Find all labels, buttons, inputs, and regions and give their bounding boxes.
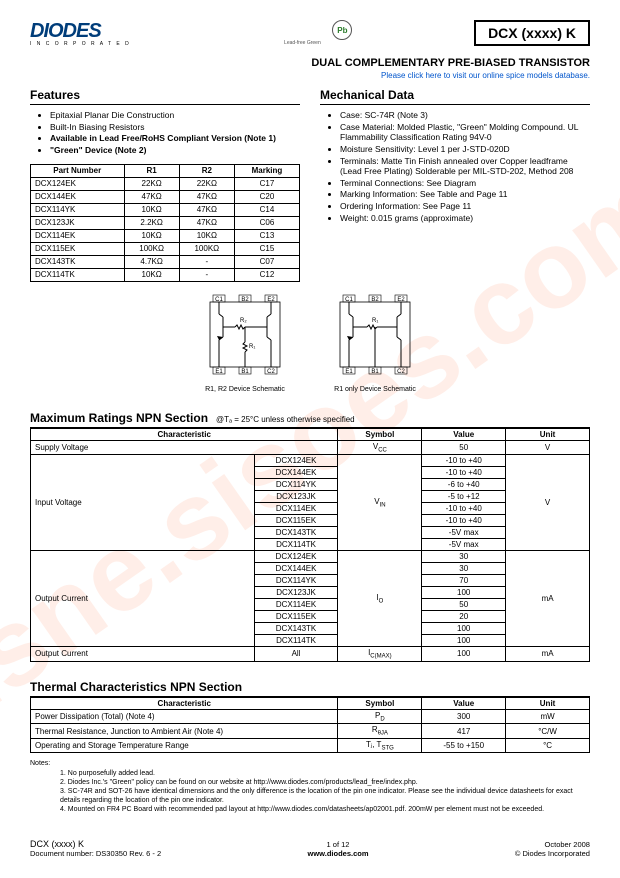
note-item: 2. Diodes Inc.'s "Green" policy can be f… bbox=[60, 778, 590, 787]
max-ratings-table: CharacteristicSymbolValueUnit Supply Vol… bbox=[30, 428, 590, 662]
mech-item: Ordering Information: See Page 11 bbox=[340, 201, 590, 212]
footer-copy: © Diodes Incorporated bbox=[515, 849, 590, 858]
ratings-header: Value bbox=[422, 428, 506, 440]
note-item: 3. SC-74R and SOT-26 have identical dime… bbox=[60, 787, 590, 805]
features-title: Features bbox=[30, 88, 300, 105]
thermal-header: Characteristic bbox=[31, 697, 338, 709]
thermal-header: Symbol bbox=[338, 697, 422, 709]
mech-item: Terminal Connections: See Diagram bbox=[340, 178, 590, 189]
svg-text:B2: B2 bbox=[241, 297, 249, 303]
svg-text:R₁: R₁ bbox=[372, 318, 378, 324]
mechanical-list: Case: SC-74R (Note 3)Case Material: Mold… bbox=[320, 110, 590, 223]
header: DIODES I N C O R P O R A T E D Pb Lead-f… bbox=[30, 20, 590, 47]
thermal-table: CharacteristicSymbolValueUnit Power Diss… bbox=[30, 697, 590, 754]
diag2-label: R1 only Device Schematic bbox=[325, 386, 425, 393]
logo-block: DIODES I N C O R P O R A T E D bbox=[30, 20, 131, 47]
part-table-row: DCX124EK22KΩ22KΩC17 bbox=[31, 177, 300, 190]
part-table-row: DCX123JK2.2KΩ47KΩC06 bbox=[31, 216, 300, 229]
feature-item: Built-In Biasing Resistors bbox=[50, 122, 300, 133]
thermal-title: Thermal Characteristics NPN Section bbox=[30, 680, 242, 694]
spice-link[interactable]: Please click here to visit our online sp… bbox=[30, 71, 590, 80]
mech-item: Weight: 0.015 grams (approximate) bbox=[340, 213, 590, 224]
svg-text:B2: B2 bbox=[371, 297, 379, 303]
svg-text:R₁: R₁ bbox=[249, 344, 255, 350]
features-list: Epitaxial Planar Die ConstructionBuilt-I… bbox=[30, 110, 300, 156]
part-title-box: DCX (xxxx) K bbox=[474, 20, 590, 46]
notes-label: Notes: bbox=[30, 760, 50, 767]
pb-badge-block: Pb Lead-free Green bbox=[252, 20, 352, 46]
footer-url[interactable]: www.diodes.com bbox=[308, 849, 369, 858]
thermal-header: Unit bbox=[506, 697, 590, 709]
svg-text:E1: E1 bbox=[215, 369, 223, 375]
mechanical-title: Mechanical Data bbox=[320, 88, 590, 105]
part-table-row: DCX114YK10KΩ47KΩC14 bbox=[31, 203, 300, 216]
ratings-header: Unit bbox=[506, 428, 590, 440]
part-table-row: DCX114EK10KΩ10KΩC13 bbox=[31, 229, 300, 242]
footer-part: DCX (xxxx) K bbox=[30, 839, 161, 849]
note-item: 1. No purposefully added lead. bbox=[60, 769, 590, 778]
mech-item: Marking Information: See Table and Page … bbox=[340, 189, 590, 200]
footer-page: 1 of 12 bbox=[308, 840, 369, 849]
part-table-row: DCX143TK4.7KΩ-C07 bbox=[31, 255, 300, 268]
subtitle: DUAL COMPLEMENTARY PRE-BIASED TRANSISTOR bbox=[30, 57, 590, 69]
mech-item: Terminals: Matte Tin Finish annealed ove… bbox=[340, 156, 590, 177]
svg-text:C2: C2 bbox=[267, 369, 275, 375]
logo-sub: I N C O R P O R A T E D bbox=[30, 41, 131, 47]
schematic-diagrams: C1 B2 E2 E1 B1 C2 R₂ R₁ R1, R2 Device Sc… bbox=[30, 292, 590, 393]
svg-text:B1: B1 bbox=[241, 369, 249, 375]
part-table-header: Marking bbox=[234, 164, 299, 177]
svg-text:C2: C2 bbox=[397, 369, 405, 375]
feature-item: "Green" Device (Note 2) bbox=[50, 145, 300, 156]
part-table-header: R2 bbox=[179, 164, 234, 177]
svg-text:B1: B1 bbox=[371, 369, 379, 375]
mech-item: Case: SC-74R (Note 3) bbox=[340, 110, 590, 121]
pb-label: Lead-free Green bbox=[252, 40, 352, 46]
note-item: 4. Mounted on FR4 PC Board with recommen… bbox=[60, 805, 590, 814]
ratings-header: Symbol bbox=[338, 428, 422, 440]
part-table: Part NumberR1R2Marking DCX124EK22KΩ22KΩC… bbox=[30, 164, 300, 282]
thermal-header: Value bbox=[422, 697, 506, 709]
part-table-row: DCX144EK47KΩ47KΩC20 bbox=[31, 190, 300, 203]
ratings-header: Characteristic bbox=[31, 428, 338, 440]
feature-item: Epitaxial Planar Die Construction bbox=[50, 110, 300, 121]
diag1-label: R1, R2 Device Schematic bbox=[195, 386, 295, 393]
svg-text:E1: E1 bbox=[345, 369, 353, 375]
pb-icon: Pb bbox=[332, 20, 352, 40]
schematic-r1-only: C1 B2 E2 E1 B1 C2 R₁ bbox=[325, 292, 425, 382]
notes-section: Notes: 1. No purposefully added lead.2. … bbox=[30, 759, 590, 814]
max-ratings-title: Maximum Ratings NPN Section bbox=[30, 411, 208, 425]
svg-text:R₂: R₂ bbox=[240, 318, 247, 324]
part-table-header: Part Number bbox=[31, 164, 125, 177]
part-table-row: DCX114TK10KΩ-C12 bbox=[31, 268, 300, 281]
mech-item: Moisture Sensitivity: Level 1 per J-STD-… bbox=[340, 144, 590, 155]
footer-doc: Document number: DS30350 Rev. 6 - 2 bbox=[30, 849, 161, 858]
mech-item: Case Material: Molded Plastic, "Green" M… bbox=[340, 122, 590, 143]
part-table-header: R1 bbox=[124, 164, 179, 177]
max-ratings-sub: @Tₐ = 25°C unless otherwise specified bbox=[216, 415, 355, 424]
logo-text: DIODES bbox=[30, 20, 131, 43]
part-table-row: DCX115EK100KΩ100KΩC15 bbox=[31, 242, 300, 255]
footer-date: October 2008 bbox=[515, 840, 590, 849]
schematic-r1-r2: C1 B2 E2 E1 B1 C2 R₂ R₁ bbox=[195, 292, 295, 382]
feature-item: Available in Lead Free/RoHS Compliant Ve… bbox=[50, 133, 300, 144]
footer: DCX (xxxx) K Document number: DS30350 Re… bbox=[30, 839, 590, 858]
